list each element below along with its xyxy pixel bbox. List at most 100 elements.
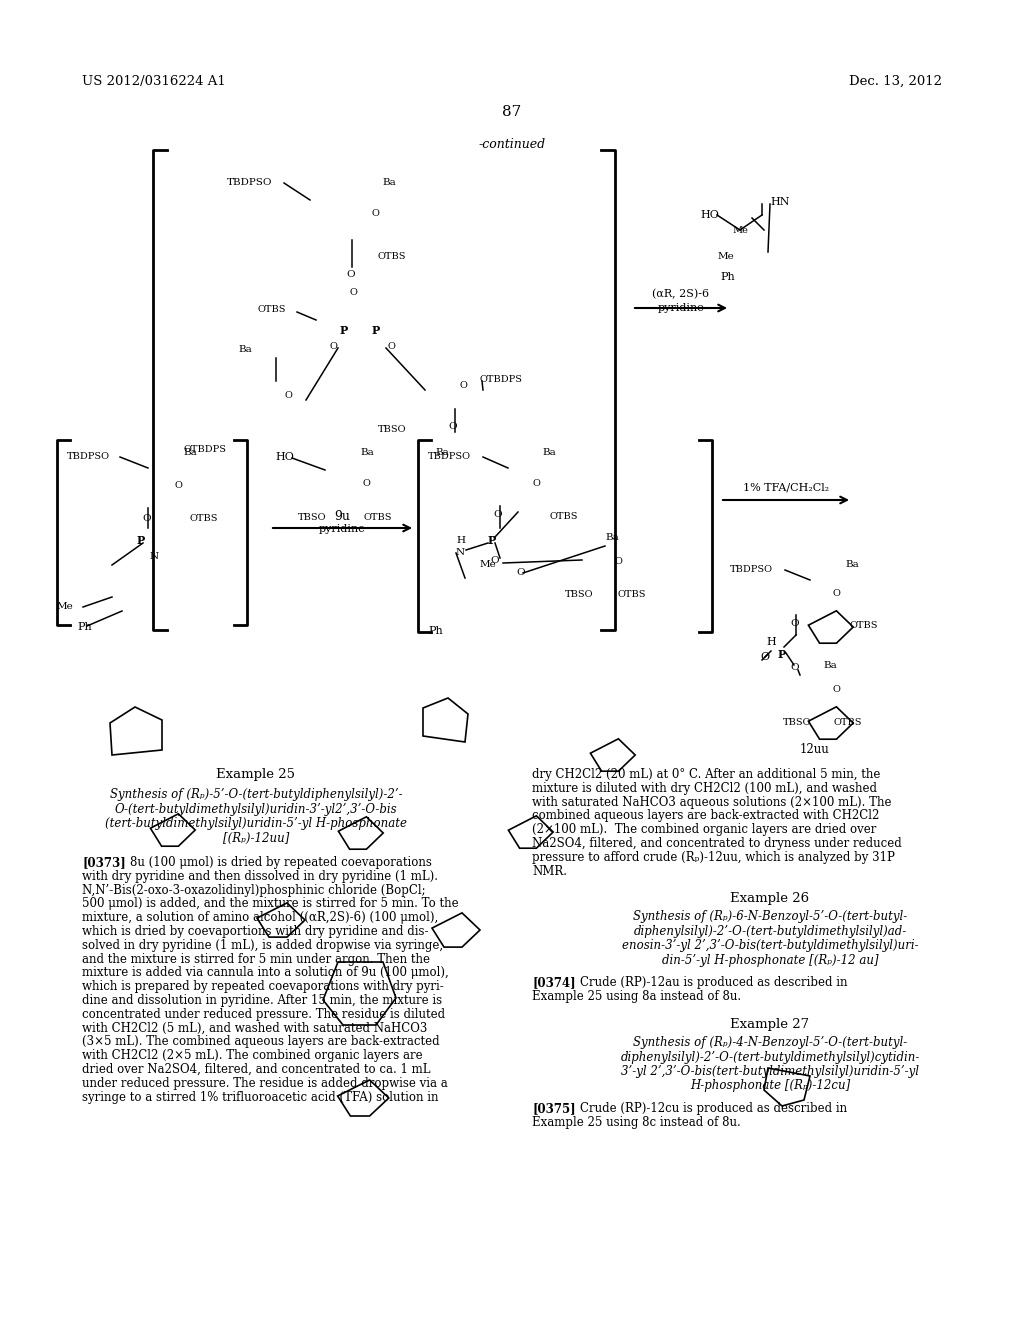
Text: OTBS: OTBS — [550, 512, 579, 521]
Text: O: O — [532, 479, 540, 488]
Text: O: O — [614, 557, 622, 565]
Text: TBDPSO: TBDPSO — [730, 565, 773, 574]
Text: TBSO: TBSO — [378, 425, 407, 434]
Text: O: O — [362, 479, 370, 487]
Text: H-phosphonate [(Rₚ)-12cu]: H-phosphonate [(Rₚ)-12cu] — [690, 1080, 850, 1093]
Text: P: P — [372, 325, 380, 337]
Text: O: O — [388, 342, 396, 351]
Text: Ba: Ba — [542, 447, 556, 457]
Text: H: H — [766, 638, 776, 647]
Text: O-(tert-butyldimethylsilyl)uridin-3’-yl2’,3’-O-bis: O-(tert-butyldimethylsilyl)uridin-3’-yl2… — [115, 803, 397, 816]
Text: (tert-butyldimethylsilyl)uridin-5’-yl H-phosphonate: (tert-butyldimethylsilyl)uridin-5’-yl H-… — [105, 817, 407, 830]
Text: 12uu: 12uu — [800, 743, 829, 756]
Text: Synthesis of (Rₚ)-5’-O-(tert-butyldiphenylsilyl)-2’-: Synthesis of (Rₚ)-5’-O-(tert-butyldiphen… — [110, 788, 402, 801]
Text: OTBS: OTBS — [190, 513, 218, 523]
Text: Ba: Ba — [823, 661, 837, 671]
Text: OTBS: OTBS — [850, 620, 879, 630]
Text: H: H — [456, 536, 465, 545]
Text: Example 26: Example 26 — [730, 892, 810, 906]
Text: which is prepared by repeated coevaporations with dry pyri-: which is prepared by repeated coevaporat… — [82, 981, 443, 993]
Text: HO: HO — [700, 210, 719, 220]
Text: Na2SO4, filtered, and concentrated to dryness under reduced: Na2SO4, filtered, and concentrated to dr… — [532, 837, 902, 850]
Text: OTBS: OTBS — [618, 590, 646, 599]
Text: [0373]: [0373] — [82, 855, 126, 869]
Text: 500 μmol) is added, and the mixture is stirred for 5 min. To the: 500 μmol) is added, and the mixture is s… — [82, 898, 459, 911]
Text: mixture, a solution of amino alcohol ((αR,2S)-6) (100 μmol),: mixture, a solution of amino alcohol ((α… — [82, 911, 438, 924]
Text: and the mixture is stirred for 5 min under argon. Then the: and the mixture is stirred for 5 min und… — [82, 953, 430, 966]
Text: -continued: -continued — [478, 139, 546, 150]
Text: dry CH2Cl2 (20 mL) at 0° C. After an additional 5 min, the: dry CH2Cl2 (20 mL) at 0° C. After an add… — [532, 768, 881, 781]
Text: O: O — [459, 380, 467, 389]
Text: Me: Me — [718, 252, 735, 261]
Text: [(Rₚ)-12uu]: [(Rₚ)-12uu] — [223, 832, 289, 845]
Text: Ba: Ba — [238, 345, 252, 354]
Text: dine and dissolution in pyridine. After 15 min, the mixture is: dine and dissolution in pyridine. After … — [82, 994, 442, 1007]
Text: solved in dry pyridine (1 mL), is added dropwise via syringe,: solved in dry pyridine (1 mL), is added … — [82, 939, 443, 952]
Text: OTBDPS: OTBDPS — [480, 375, 523, 384]
Text: 8u (100 μmol) is dried by repeated coevaporations: 8u (100 μmol) is dried by repeated coeva… — [130, 855, 432, 869]
Text: NMR.: NMR. — [532, 865, 567, 878]
Text: Me: Me — [57, 602, 74, 611]
Text: P: P — [137, 535, 145, 546]
Text: O: O — [760, 652, 769, 663]
Text: 87: 87 — [503, 106, 521, 119]
Text: Ba: Ba — [605, 533, 618, 543]
Text: P: P — [488, 535, 497, 546]
Text: enosin-3’-yl 2’,3’-O-bis(tert-butyldimethylsilyl)uri-: enosin-3’-yl 2’,3’-O-bis(tert-butyldimet… — [622, 940, 919, 953]
Text: Example 25: Example 25 — [216, 768, 296, 781]
Text: P: P — [340, 325, 348, 337]
Text: Crude (RP)-12au is produced as described in: Crude (RP)-12au is produced as described… — [580, 977, 848, 990]
Text: Example 27: Example 27 — [730, 1018, 810, 1031]
Text: O: O — [790, 619, 799, 628]
Text: O: O — [346, 271, 354, 279]
Text: O: O — [490, 556, 499, 565]
Text: mixture is added via cannula into a solution of 9u (100 μmol),: mixture is added via cannula into a solu… — [82, 966, 449, 979]
Text: [0374]: [0374] — [532, 977, 575, 990]
Text: O: O — [833, 685, 840, 693]
Text: Example 25 using 8a instead of 8u.: Example 25 using 8a instead of 8u. — [532, 990, 741, 1003]
Text: under reduced pressure. The residue is added dropwise via a: under reduced pressure. The residue is a… — [82, 1077, 447, 1090]
Text: O: O — [493, 510, 502, 519]
Text: TBSO: TBSO — [783, 718, 811, 727]
Text: pyridine: pyridine — [657, 304, 705, 313]
Text: with saturated NaHCO3 aqueous solutions (2×100 mL). The: with saturated NaHCO3 aqueous solutions … — [532, 796, 892, 809]
Text: P: P — [778, 649, 786, 660]
Text: TBDPSO: TBDPSO — [428, 451, 471, 461]
Text: Me: Me — [732, 226, 748, 235]
Text: TBSO: TBSO — [565, 590, 594, 599]
Text: N: N — [150, 552, 159, 561]
Text: which is dried by coevaportions with dry pyridine and dis-: which is dried by coevaportions with dry… — [82, 925, 428, 939]
Text: (2×100 mL).  The combined organic layers are dried over: (2×100 mL). The combined organic layers … — [532, 824, 877, 836]
Text: Ba: Ba — [435, 447, 449, 457]
Text: with dry pyridine and then dissolved in dry pyridine (1 mL).: with dry pyridine and then dissolved in … — [82, 870, 438, 883]
Text: O: O — [371, 210, 379, 219]
Text: TBDPSO: TBDPSO — [227, 178, 272, 187]
Text: Ph: Ph — [428, 626, 442, 636]
Text: N,N’-Bis(2-oxo-3-oxazolidinyl)phosphinic chloride (BopCl;: N,N’-Bis(2-oxo-3-oxazolidinyl)phosphinic… — [82, 883, 426, 896]
Text: 1% TFA/CH₂Cl₂: 1% TFA/CH₂Cl₂ — [743, 482, 829, 492]
Text: din-5’-yl H-phosphonate [(Rₚ)-12 au]: din-5’-yl H-phosphonate [(Rₚ)-12 au] — [662, 954, 879, 966]
Text: Ph: Ph — [77, 622, 92, 632]
Text: Synthesis of (Rₚ)-6-N-Benzoyl-5’-O-(tert-butyl-: Synthesis of (Rₚ)-6-N-Benzoyl-5’-O-(tert… — [633, 911, 907, 924]
Text: HN: HN — [770, 197, 790, 207]
Text: O: O — [284, 391, 292, 400]
Text: diphenylsilyl)-2’-O-(tert-butyldimethylsilyl)cytidin-: diphenylsilyl)-2’-O-(tert-butyldimethyls… — [621, 1051, 920, 1064]
Text: Ba: Ba — [360, 447, 374, 457]
Text: O: O — [790, 663, 799, 672]
Text: combined aqueous layers are back-extracted with CH2Cl2: combined aqueous layers are back-extract… — [532, 809, 880, 822]
Text: OTBS: OTBS — [362, 513, 391, 521]
Text: with CH2Cl2 (5 mL), and washed with saturated NaHCO3: with CH2Cl2 (5 mL), and washed with satu… — [82, 1022, 427, 1035]
Text: O: O — [449, 422, 457, 432]
Text: TBDPSO: TBDPSO — [67, 451, 110, 461]
Text: 3’-yl 2’,3’-O-bis(tert-butyldimethylsilyl)uridin-5’-yl: 3’-yl 2’,3’-O-bis(tert-butyldimethylsily… — [621, 1065, 919, 1078]
Text: with CH2Cl2 (2×5 mL). The combined organic layers are: with CH2Cl2 (2×5 mL). The combined organ… — [82, 1049, 423, 1063]
Text: syringe to a stirred 1% trifluoroacetic acid (TFA) solution in: syringe to a stirred 1% trifluoroacetic … — [82, 1090, 438, 1104]
Text: pressure to afford crude (Rₚ)-12uu, which is analyzed by 31P: pressure to afford crude (Rₚ)-12uu, whic… — [532, 851, 895, 863]
Text: OTBS: OTBS — [378, 252, 407, 261]
Text: OTBDPS: OTBDPS — [183, 445, 226, 454]
Text: O: O — [174, 482, 182, 491]
Text: O: O — [350, 288, 357, 297]
Text: Ba: Ba — [382, 178, 395, 187]
Text: O: O — [330, 342, 338, 351]
Text: N: N — [456, 548, 465, 557]
